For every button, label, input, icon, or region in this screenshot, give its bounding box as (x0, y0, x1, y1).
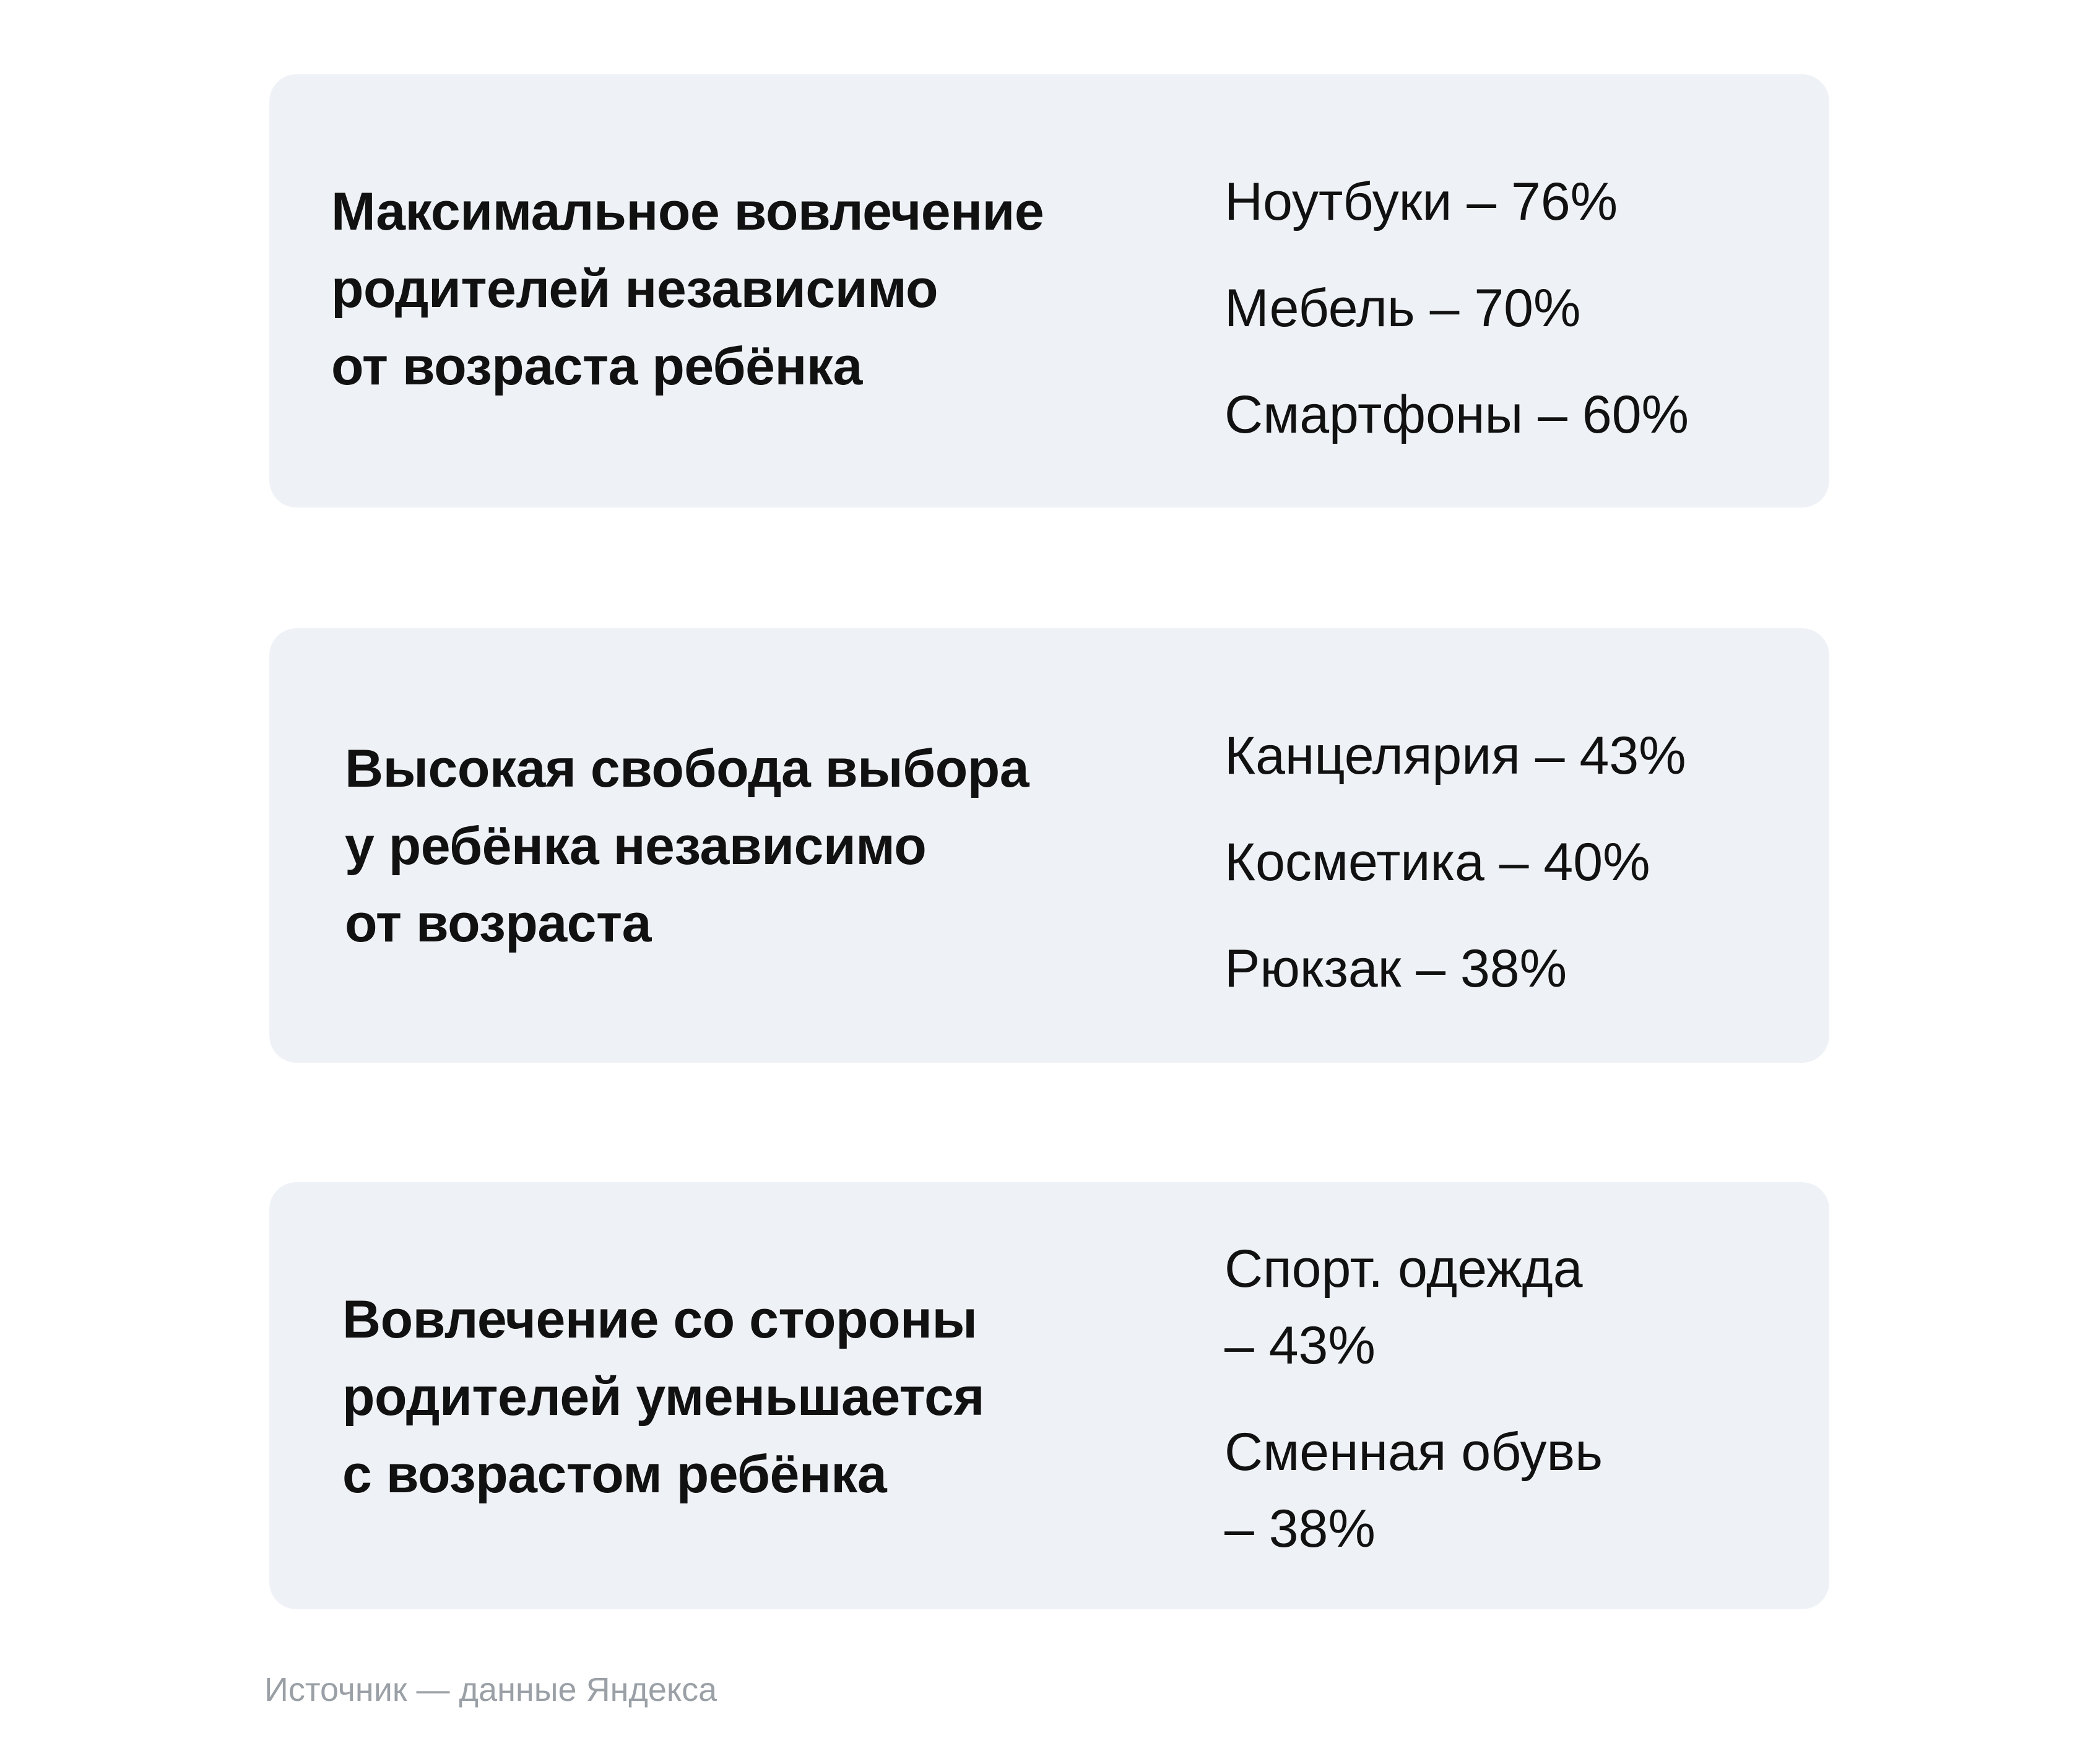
stats-list: Спорт. одежда – 43% Сменная обувь – 38% (1224, 1230, 1603, 1597)
stat-item: Рюкзак – 38% (1224, 939, 1567, 998)
card-title: Высокая свобода выбора у ребёнка независ… (345, 739, 1029, 953)
info-card-child-choice: Высокая свобода выбора у ребёнка независ… (269, 628, 1829, 1063)
stats-list: Канцелярия – 43% Косметика – 40% Рюкзак … (1224, 703, 1686, 1022)
info-card-parent-involvement: Максимальное вовлечение родителей незави… (269, 74, 1829, 508)
source-note: Источник — данные Яндекса (264, 1671, 717, 1708)
stat-item: Канцелярия – 43% (1224, 726, 1686, 785)
card-title: Максимальное вовлечение родителей незави… (331, 182, 1044, 396)
stat-item: Смартфоны – 60% (1224, 385, 1689, 444)
card-title: Вовлечение со стороны родителей уменьшае… (342, 1290, 985, 1504)
stat-item: Сменная обувь – 38% (1224, 1422, 1603, 1559)
stat-item: Ноутбуки – 76% (1224, 172, 1618, 231)
stat-item: Мебель – 70% (1224, 279, 1581, 338)
stat-item: Косметика – 40% (1224, 832, 1650, 892)
stat-item: Спорт. одежда – 43% (1224, 1239, 1583, 1375)
info-card-decreasing-involvement: Вовлечение со стороны родителей уменьшае… (269, 1182, 1829, 1609)
stats-list: Ноутбуки – 76% Мебель – 70% Смартфоны – … (1224, 149, 1689, 468)
